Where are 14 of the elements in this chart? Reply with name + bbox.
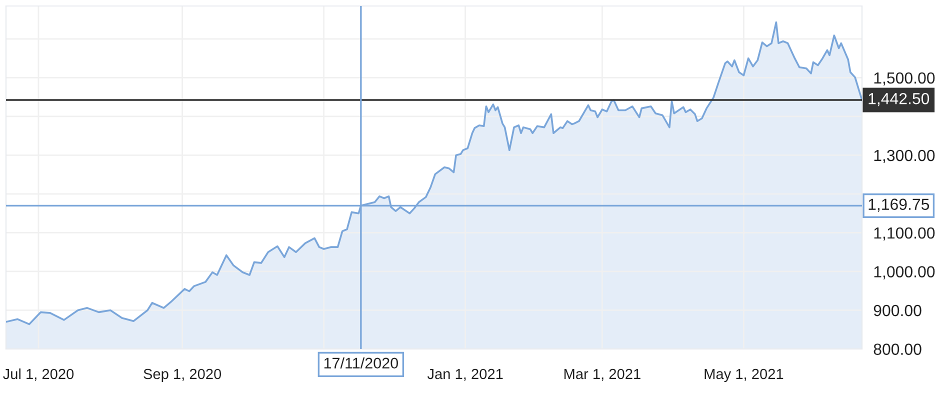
y-tick-label: 1,000.00: [874, 266, 935, 280]
ref-line-label: 17/11/2020: [324, 357, 398, 369]
ref-line-label: 1,442.50: [868, 92, 930, 106]
y-tick-label: 1,100.00: [874, 227, 935, 241]
x-tick-label: Jan 1, 2021: [427, 368, 503, 381]
x-tick-label: May 1, 2021: [704, 368, 784, 382]
y-tick-label: 1,300.00: [874, 150, 935, 164]
x-tick-label: Mar 1, 2021: [564, 368, 640, 381]
ref-line-label: 1,169.75: [868, 198, 930, 212]
y-tick-label: 1,500.00: [874, 72, 935, 86]
x-tick-label: Sep 1, 2020: [144, 368, 222, 382]
y-tick-label: 800.00: [874, 344, 922, 355]
y-tick-label: 900.00: [874, 304, 922, 316]
x-tick-label: Jul 1, 2020: [3, 368, 74, 381]
